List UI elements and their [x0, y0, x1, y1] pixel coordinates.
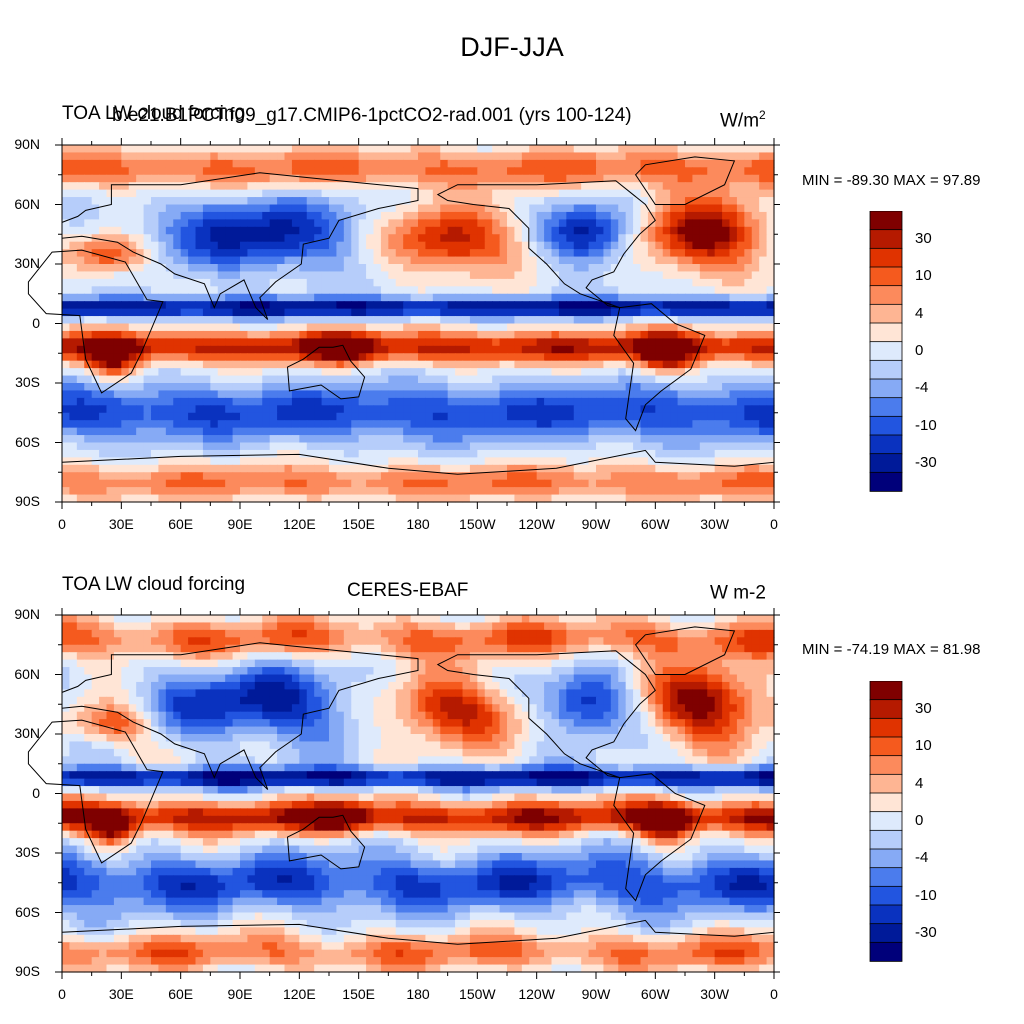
lon-tick-label: 0 — [58, 516, 66, 532]
colorbar-tick-label: -10 — [915, 886, 937, 904]
colorbar-swatch — [869, 736, 903, 757]
colorbar-tick-label: -4 — [915, 379, 929, 397]
lon-tick-label: 150W — [459, 986, 496, 1002]
min-max-text: MIN = -74.19 MAX = 81.98 — [802, 641, 981, 658]
lon-tick-label: 0 — [770, 516, 778, 532]
panel-units: W/m2 — [720, 108, 766, 132]
units-text: W/m — [720, 110, 760, 132]
colorbar-swatch — [869, 773, 903, 794]
colorbar-tick-label: 30 — [915, 700, 932, 717]
field-cells — [62, 145, 775, 503]
panel-left-title: TOA LW cloud forcing — [62, 103, 246, 124]
colorbar — [869, 681, 903, 962]
lon-tick-label: 30W — [700, 516, 730, 532]
lon-tick-label: 150E — [342, 516, 375, 532]
lon-tick-label: 60E — [168, 986, 194, 1002]
lon-tick-label: 120E — [282, 516, 316, 532]
colorbar-swatch — [869, 471, 903, 492]
lon-tick-label: 90E — [227, 986, 253, 1002]
lon-tick-label: 90E — [227, 516, 253, 532]
field-cells — [62, 615, 775, 973]
colorbar-tick-label: 10 — [915, 737, 932, 755]
lat-tick-label: 90N — [14, 606, 40, 622]
lat-tick-label: 60S — [15, 433, 40, 450]
figure-title: DJF-JJA — [460, 32, 564, 62]
colorbar-swatch — [869, 811, 903, 832]
lon-tick-label: 0 — [770, 986, 778, 1002]
lon-tick-label: 60W — [640, 986, 670, 1002]
colorbar-swatch — [869, 792, 903, 813]
lon-tick-label: 90W — [581, 516, 611, 532]
lat-tick-label: 90S — [15, 963, 40, 979]
colorbar-tick-label: 4 — [915, 774, 924, 792]
colorbar-swatch — [869, 885, 903, 906]
colorbar-tick-label: 0 — [915, 342, 924, 359]
lat-tick-label: 30S — [15, 844, 40, 860]
colorbar-tick-label: -10 — [915, 416, 937, 434]
lon-tick-label: 30W — [700, 986, 730, 1002]
colorbar-tick-label: 0 — [915, 812, 924, 829]
lon-tick-label: 60W — [640, 516, 670, 532]
colorbar-tick-label: -30 — [915, 454, 937, 471]
lat-tick-label: 90N — [14, 136, 40, 152]
lat-tick-label: 0 — [32, 784, 40, 801]
colorbar-tick-label: 10 — [915, 267, 932, 285]
colorbar-swatch — [869, 829, 903, 850]
colorbar-swatch — [869, 699, 903, 720]
map-model — [27, 138, 780, 509]
colorbar-swatch — [869, 941, 903, 962]
lon-tick-label: 150E — [342, 986, 375, 1002]
lon-tick-label: 60E — [168, 516, 194, 532]
panel-units: W m-2 — [710, 580, 766, 604]
panel-observations: TOA LW cloud forcing CERES-EBAF W m-2 MI… — [0, 0, 1024, 979]
lon-tick-label: 120W — [518, 986, 555, 1002]
colorbar-swatch — [869, 755, 903, 776]
lat-tick-label: 30N — [14, 725, 40, 741]
colorbar-tick-label: -30 — [915, 924, 937, 941]
lon-tick-label: 120E — [282, 986, 316, 1002]
colorbar-tick-label: 30 — [915, 230, 932, 247]
colorbar — [869, 211, 903, 492]
colorbar-swatch — [869, 923, 903, 944]
colorbar-swatch — [869, 848, 903, 869]
panel-center-title: b.e21.B1PCT.f09_g17.CMIP6-1pctCO2-rad.00… — [112, 105, 632, 126]
axis-ticks — [55, 138, 780, 509]
colorbar-tick-label: -4 — [915, 849, 929, 867]
lon-tick-label: 120W — [518, 516, 555, 532]
lat-tick-label: 60S — [15, 903, 40, 920]
lon-tick-label: 150W — [459, 516, 496, 532]
min-max-text: MIN = -89.30 MAX = 97.89 — [802, 172, 981, 189]
colorbar-swatch — [869, 867, 903, 888]
lon-tick-label: 30E — [108, 986, 134, 1002]
panel-model: TOA LW cloud forcing b.e21.B1PCT.f09_g17… — [0, 0, 1024, 509]
lon-tick-label: 30E — [108, 516, 134, 532]
lat-tick-label: 30S — [15, 374, 40, 390]
axis-ticks — [55, 608, 780, 979]
units-superscript: 2 — [759, 108, 766, 122]
units-text: W m-2 — [710, 582, 766, 604]
colorbar-tick-label: 4 — [915, 304, 924, 322]
lat-tick-label: 60N — [14, 195, 40, 212]
lat-tick-label: 0 — [32, 314, 40, 331]
lon-tick-label: 180 — [406, 986, 430, 1002]
colorbar-swatch — [869, 717, 903, 738]
colorbar-swatch — [869, 681, 903, 701]
map-observations — [27, 608, 780, 979]
lon-tick-label: 180 — [406, 516, 430, 532]
lon-tick-label: 90W — [581, 986, 611, 1002]
panel-center-title: CERES-EBAF — [347, 580, 469, 601]
panel-left-title: TOA LW cloud forcing — [62, 574, 246, 595]
lat-tick-label: 60N — [14, 665, 40, 682]
lat-tick-label: 30N — [14, 255, 40, 271]
lat-tick-label: 90S — [15, 493, 40, 509]
lon-tick-label: 0 — [58, 986, 66, 1002]
colorbar-swatch — [869, 904, 903, 925]
